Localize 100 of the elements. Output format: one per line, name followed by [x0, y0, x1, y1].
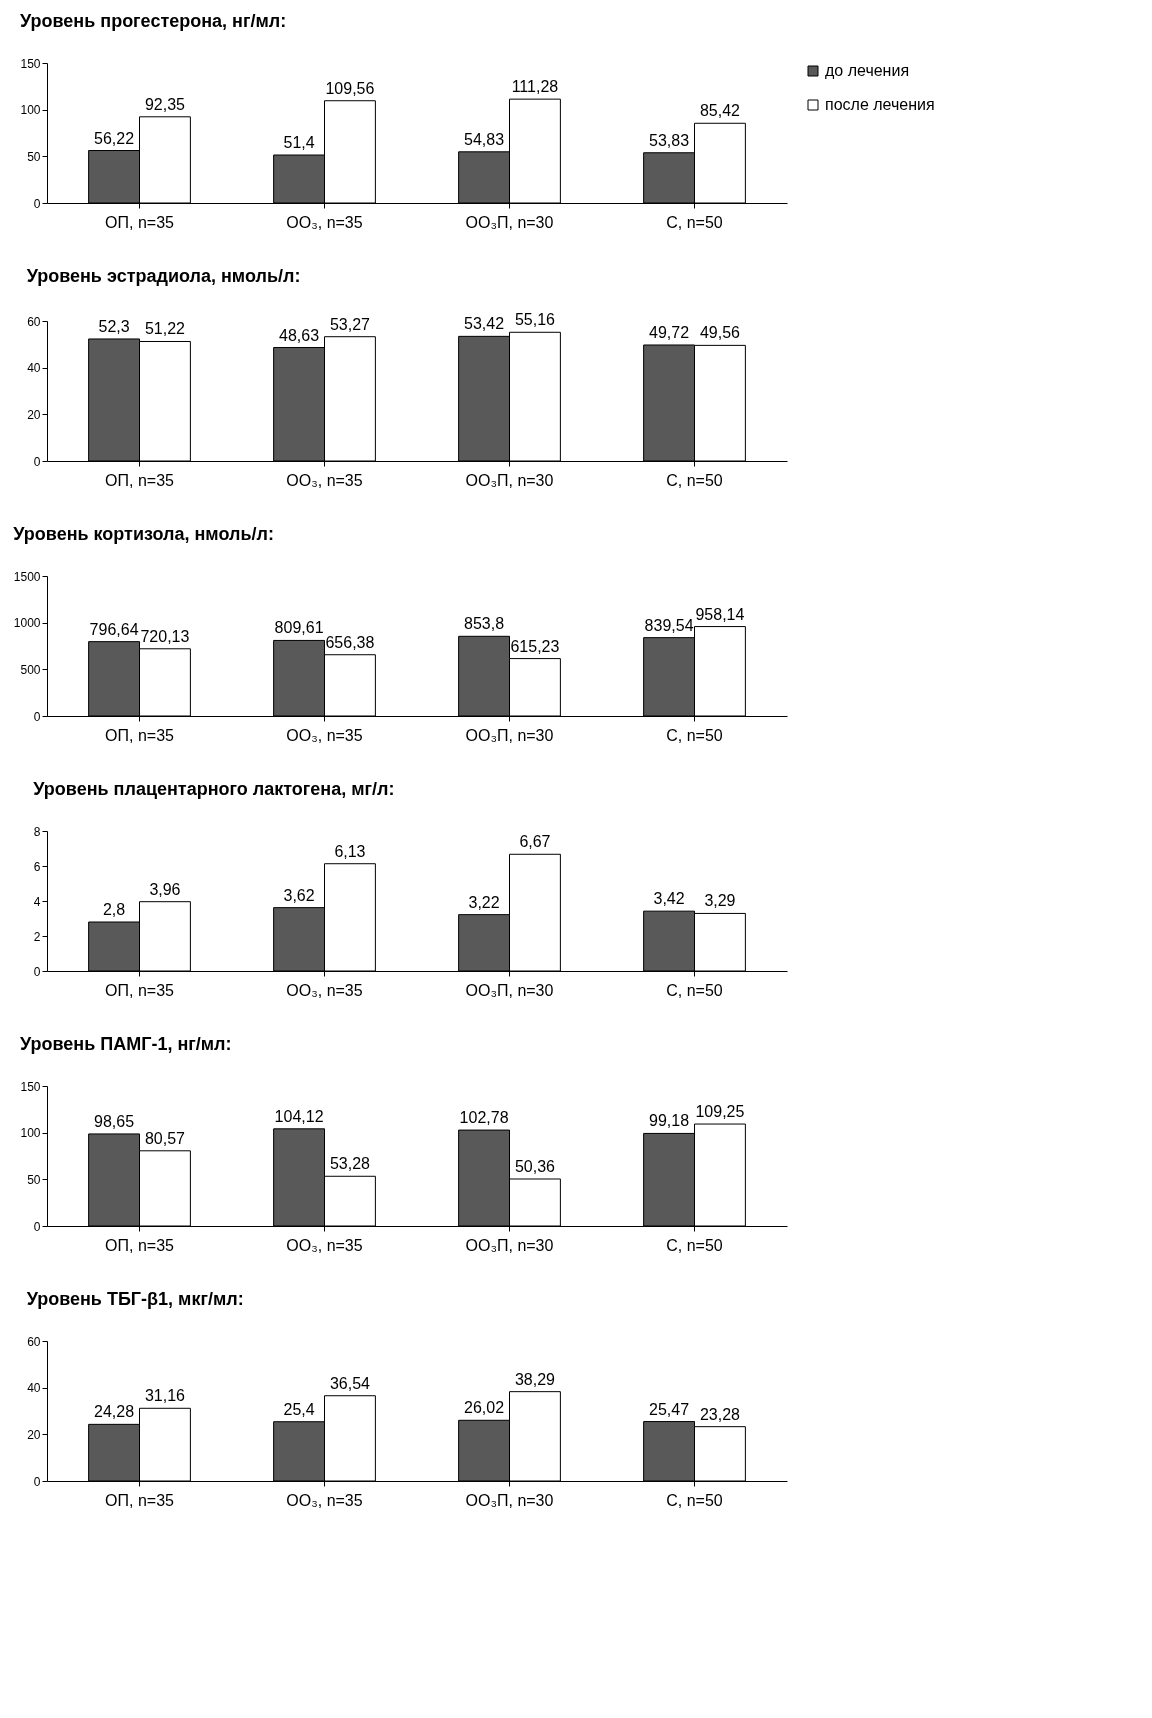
x-tick-label: ОП, n=35	[105, 471, 175, 489]
y-tick-label: 1500	[13, 569, 41, 584]
x-tick-label: ОО₃П, n=30	[465, 981, 554, 999]
data-label: 26,02	[464, 1399, 505, 1417]
y-tick-label: 0	[33, 1219, 41, 1234]
y-tick-label: 150	[20, 56, 41, 71]
x-tick-label: ОО₃П, n=30	[465, 1236, 554, 1254]
x-tick-label: С, n=50	[666, 471, 723, 489]
data-label: 49,72	[649, 323, 690, 341]
data-label: 839,54	[644, 616, 694, 634]
x-tick-label: С, n=50	[666, 981, 723, 999]
y-tick-label: 20	[27, 1427, 41, 1442]
data-label: 102,78	[459, 1109, 509, 1127]
x-tick-label: ОО₃П, n=30	[465, 726, 554, 744]
y-tick-label: 8	[33, 824, 41, 839]
x-tick-label: ОО₃, n=35	[286, 1236, 363, 1254]
x-tick-label: ОП, n=35	[105, 981, 175, 999]
data-label: 55,16	[514, 311, 556, 329]
data-label: 3,62	[283, 886, 315, 904]
data-label: 80,57	[144, 1129, 186, 1147]
data-label: 52,3	[98, 317, 130, 335]
data-label: 3,96	[149, 880, 181, 898]
data-label: 31,16	[144, 1387, 186, 1405]
data-label: 53,27	[329, 315, 371, 333]
x-tick-label: ОП, n=35	[105, 726, 175, 744]
y-tick-label: 60	[27, 314, 41, 329]
y-tick-label: 40	[27, 361, 41, 376]
data-label: 809,61	[274, 619, 324, 637]
data-label: 2,8	[102, 901, 126, 918]
data-label: 53,42	[464, 315, 505, 333]
data-label: 53,83	[649, 131, 690, 149]
data-label: 85,42	[699, 102, 741, 120]
data-label: 23,28	[699, 1405, 741, 1423]
chart-title: Уровень эстрадиола, нмоль/л:	[26, 266, 301, 287]
data-label: 720,13	[140, 627, 190, 645]
y-tick-label: 20	[27, 407, 41, 422]
data-label: 6,67	[519, 833, 551, 851]
data-label: 36,54	[329, 1374, 371, 1392]
chart-title: Уровень плацентарного лактогена, мг/л:	[33, 779, 395, 799]
chart-title: Уровень прогестерона, нг/мл:	[19, 11, 287, 31]
x-tick-label: ОО₃, n=35	[286, 1491, 363, 1509]
data-label: 54,83	[464, 130, 505, 148]
y-tick-label: 0	[33, 454, 41, 469]
x-tick-label: С, n=50	[666, 726, 723, 744]
chart-title: Уровень ПАМГ-1, нг/мл:	[19, 1034, 232, 1054]
x-tick-label: ОО₃П, n=30	[465, 1491, 554, 1509]
legend-label: после лечения	[825, 96, 935, 113]
y-tick-label: 4	[33, 894, 41, 909]
data-label: 92,35	[144, 95, 186, 113]
data-label: 3,42	[653, 890, 685, 908]
y-tick-label: 50	[27, 149, 41, 164]
x-tick-label: ОП, n=35	[105, 1491, 175, 1509]
data-label: 25,4	[283, 1400, 315, 1418]
data-label: 958,14	[695, 605, 745, 623]
data-label: 53,28	[329, 1155, 371, 1173]
y-tick-label: 0	[33, 1474, 41, 1489]
data-label: 104,12	[274, 1107, 324, 1125]
chart-title: Уровень ТБГ-β1, мкг/мл:	[26, 1289, 244, 1309]
data-label: 99,18	[649, 1112, 690, 1130]
y-tick-label: 0	[33, 964, 41, 979]
x-tick-label: С, n=50	[666, 1491, 723, 1509]
data-label: 48,63	[279, 326, 320, 344]
data-label: 24,28	[94, 1403, 135, 1421]
y-tick-label: 2	[33, 929, 41, 944]
x-tick-label: ОП, n=35	[105, 213, 175, 231]
x-tick-label: ОО₃, n=35	[286, 213, 363, 231]
data-label: 109,25	[695, 1103, 745, 1121]
data-label: 656,38	[325, 633, 375, 651]
x-tick-label: ОО₃П, n=30	[465, 471, 554, 489]
data-label: 50,36	[514, 1158, 556, 1175]
data-label: 853,8	[464, 615, 505, 633]
x-tick-label: ОО₃, n=35	[286, 471, 363, 489]
data-label: 6,13	[334, 842, 366, 860]
data-label: 615,23	[510, 637, 560, 655]
chart-title: Уровень кортизола, нмоль/л:	[13, 524, 274, 544]
y-tick-label: 100	[20, 103, 41, 118]
y-tick-label: 60	[27, 1334, 41, 1349]
data-label: 49,56	[699, 324, 741, 342]
x-tick-label: ОП, n=35	[105, 1236, 175, 1254]
y-tick-label: 100	[20, 1126, 41, 1141]
data-label: 98,65	[94, 1112, 135, 1130]
data-label: 3,29	[704, 892, 736, 910]
x-tick-label: ОО₃, n=35	[286, 726, 363, 744]
legend-label: до лечения	[825, 62, 910, 79]
y-tick-label: 150	[20, 1079, 41, 1094]
data-label: 111,28	[511, 78, 559, 96]
x-tick-label: ОО₃, n=35	[286, 981, 363, 999]
data-label: 796,64	[89, 620, 139, 638]
x-tick-label: С, n=50	[666, 1236, 723, 1254]
data-label: 51,4	[283, 134, 315, 152]
y-tick-label: 40	[27, 1381, 41, 1396]
y-tick-label: 50	[27, 1172, 41, 1187]
y-tick-label: 500	[20, 662, 41, 677]
data-label: 25,47	[649, 1400, 690, 1418]
y-tick-label: 0	[33, 196, 41, 211]
data-label: 51,22	[144, 320, 186, 338]
y-tick-label: 6	[33, 859, 41, 874]
data-label: 56,22	[94, 129, 135, 147]
y-tick-label: 0	[33, 709, 41, 724]
data-label: 38,29	[514, 1370, 556, 1388]
